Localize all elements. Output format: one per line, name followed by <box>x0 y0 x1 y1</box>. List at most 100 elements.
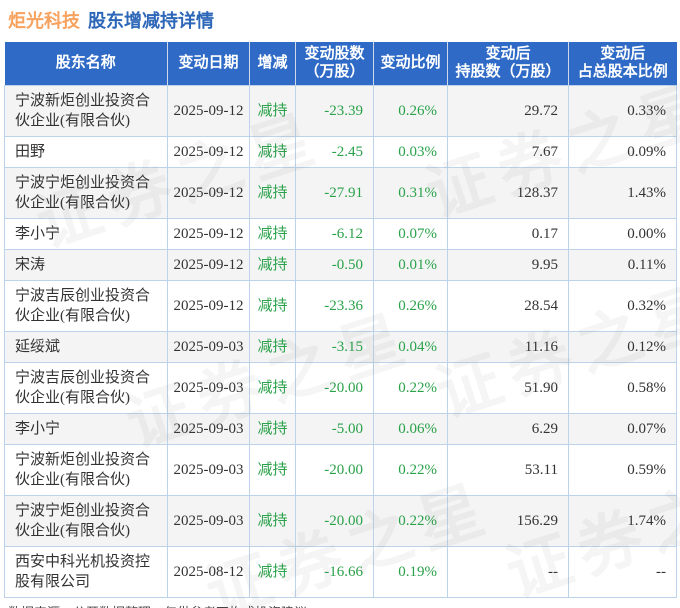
cell-shares-after: 29.72 <box>447 84 569 137</box>
cell-shareholder-name: 宁波新炬创业投资合伙企业(有限合伙) <box>4 443 168 496</box>
cell-change-date: 2025-09-12 <box>167 166 250 219</box>
cell-action: 减持 <box>249 545 296 598</box>
cell-ratio-after: 0.33% <box>568 84 677 137</box>
cell-change-shares: -23.39 <box>295 84 374 137</box>
cell-change-shares: -20.00 <box>295 494 374 547</box>
cell-change-shares: -27.91 <box>295 166 374 219</box>
cell-ratio-after: 0.58% <box>568 361 677 414</box>
cell-change-date: 2025-09-12 <box>167 279 250 332</box>
cell-shares-after: 53.11 <box>447 443 569 496</box>
cell-change-ratio: 0.26% <box>373 279 448 332</box>
col-header-ratio-after: 变动后 占总股本比例 <box>568 42 677 86</box>
cell-change-date: 2025-09-03 <box>167 412 250 445</box>
cell-action: 减持 <box>249 443 296 496</box>
table-row: 宁波宁炬创业投资合伙企业(有限合伙) 2025-09-03 减持 -20.00 … <box>4 494 677 547</box>
col-header-change-date: 变动日期 <box>167 42 250 86</box>
cell-action: 减持 <box>249 494 296 547</box>
table-row: 延绥斌 2025-09-03 减持 -3.15 0.04% 11.16 0.12… <box>4 330 677 363</box>
cell-action: 减持 <box>249 248 296 281</box>
cell-shareholder-name: 李小宁 <box>4 217 168 250</box>
cell-shares-after: 6.29 <box>447 412 569 445</box>
col-header-action: 增减 <box>249 42 296 86</box>
cell-action: 减持 <box>249 84 296 137</box>
cell-change-date: 2025-09-03 <box>167 361 250 414</box>
cell-shareholder-name: 宁波新炬创业投资合伙企业(有限合伙) <box>4 84 168 137</box>
cell-shares-after: 51.90 <box>447 361 569 414</box>
cell-ratio-after: 0.09% <box>568 135 677 168</box>
cell-ratio-after: 0.12% <box>568 330 677 363</box>
cell-shareholder-name: 延绥斌 <box>4 330 168 363</box>
cell-shareholder-name: 宁波吉辰创业投资合伙企业(有限合伙) <box>4 279 168 332</box>
col-header-change-shares: 变动股数 （万股） <box>295 42 374 86</box>
cell-change-ratio: 0.26% <box>373 84 448 137</box>
cell-action: 减持 <box>249 412 296 445</box>
cell-change-ratio: 0.07% <box>373 217 448 250</box>
cell-ratio-after: -- <box>568 545 677 598</box>
cell-ratio-after: 0.11% <box>568 248 677 281</box>
table-row: 宁波吉辰创业投资合伙企业(有限合伙) 2025-09-12 减持 -23.36 … <box>4 279 677 332</box>
cell-change-shares: -6.12 <box>295 217 374 250</box>
cell-change-ratio: 0.03% <box>373 135 448 168</box>
cell-change-ratio: 0.22% <box>373 494 448 547</box>
cell-action: 减持 <box>249 279 296 332</box>
cell-change-date: 2025-08-12 <box>167 545 250 598</box>
col-header-shareholder-name: 股东名称 <box>4 42 168 86</box>
cell-shareholder-name: 李小宁 <box>4 412 168 445</box>
stock-name: 炬光科技 <box>8 11 80 31</box>
cell-ratio-after: 0.07% <box>568 412 677 445</box>
cell-change-date: 2025-09-12 <box>167 248 250 281</box>
cell-action: 减持 <box>249 330 296 363</box>
cell-shares-after: 11.16 <box>447 330 569 363</box>
cell-action: 减持 <box>249 361 296 414</box>
table-body: 宁波新炬创业投资合伙企业(有限合伙) 2025-09-12 减持 -23.39 … <box>4 84 677 598</box>
cell-change-shares: -20.00 <box>295 361 374 414</box>
table-row: 宁波吉辰创业投资合伙企业(有限合伙) 2025-09-03 减持 -20.00 … <box>4 361 677 414</box>
cell-shares-after: 128.37 <box>447 166 569 219</box>
cell-shareholder-name: 宁波宁炬创业投资合伙企业(有限合伙) <box>4 494 168 547</box>
cell-ratio-after: 1.43% <box>568 166 677 219</box>
cell-shareholder-name: 宋涛 <box>4 248 168 281</box>
cell-shareholder-name: 田野 <box>4 135 168 168</box>
cell-change-date: 2025-09-03 <box>167 443 250 496</box>
cell-shares-after: 9.95 <box>447 248 569 281</box>
source-note: 数据来源：公开数据整理，仅供参考不构成投资建议 <box>4 605 676 608</box>
cell-change-shares: -16.66 <box>295 545 374 598</box>
cell-shares-after: -- <box>447 545 569 598</box>
cell-change-ratio: 0.06% <box>373 412 448 445</box>
cell-shares-after: 28.54 <box>447 279 569 332</box>
cell-change-ratio: 0.01% <box>373 248 448 281</box>
cell-change-shares: -5.00 <box>295 412 374 445</box>
table-row: 田野 2025-09-12 减持 -2.45 0.03% 7.67 0.09% <box>4 135 677 168</box>
cell-change-date: 2025-09-03 <box>167 330 250 363</box>
cell-change-ratio: 0.22% <box>373 443 448 496</box>
cell-change-date: 2025-09-12 <box>167 217 250 250</box>
cell-change-ratio: 0.19% <box>373 545 448 598</box>
col-header-shares-after: 变动后 持股数（万股） <box>447 42 569 86</box>
cell-shares-after: 7.67 <box>447 135 569 168</box>
cell-change-shares: -20.00 <box>295 443 374 496</box>
report-title: 股东增减持详情 <box>88 11 214 31</box>
cell-shareholder-name: 宁波宁炬创业投资合伙企业(有限合伙) <box>4 166 168 219</box>
cell-change-shares: -3.15 <box>295 330 374 363</box>
cell-change-date: 2025-09-12 <box>167 84 250 137</box>
page-title: 炬光科技 股东增减持详情 <box>4 6 676 42</box>
cell-change-ratio: 0.31% <box>373 166 448 219</box>
cell-action: 减持 <box>249 135 296 168</box>
table-header-row: 股东名称 变动日期 增减 变动股数 （万股） 变动比例 变动后 持股数（万股） … <box>4 42 677 86</box>
cell-ratio-after: 1.74% <box>568 494 677 547</box>
cell-change-shares: -23.36 <box>295 279 374 332</box>
col-header-change-ratio: 变动比例 <box>373 42 448 86</box>
shareholder-table: 股东名称 变动日期 增减 变动股数 （万股） 变动比例 变动后 持股数（万股） … <box>4 42 677 598</box>
table-row: 宁波新炬创业投资合伙企业(有限合伙) 2025-09-12 减持 -23.39 … <box>4 84 677 137</box>
table-row: 李小宁 2025-09-03 减持 -5.00 0.06% 6.29 0.07% <box>4 412 677 445</box>
cell-shares-after: 0.17 <box>447 217 569 250</box>
cell-action: 减持 <box>249 217 296 250</box>
table-row: 李小宁 2025-09-12 减持 -6.12 0.07% 0.17 0.00% <box>4 217 677 250</box>
cell-change-ratio: 0.22% <box>373 361 448 414</box>
table-row: 宁波新炬创业投资合伙企业(有限合伙) 2025-09-03 减持 -20.00 … <box>4 443 677 496</box>
cell-ratio-after: 0.59% <box>568 443 677 496</box>
cell-shares-after: 156.29 <box>447 494 569 547</box>
cell-change-shares: -0.50 <box>295 248 374 281</box>
cell-shareholder-name: 宁波吉辰创业投资合伙企业(有限合伙) <box>4 361 168 414</box>
